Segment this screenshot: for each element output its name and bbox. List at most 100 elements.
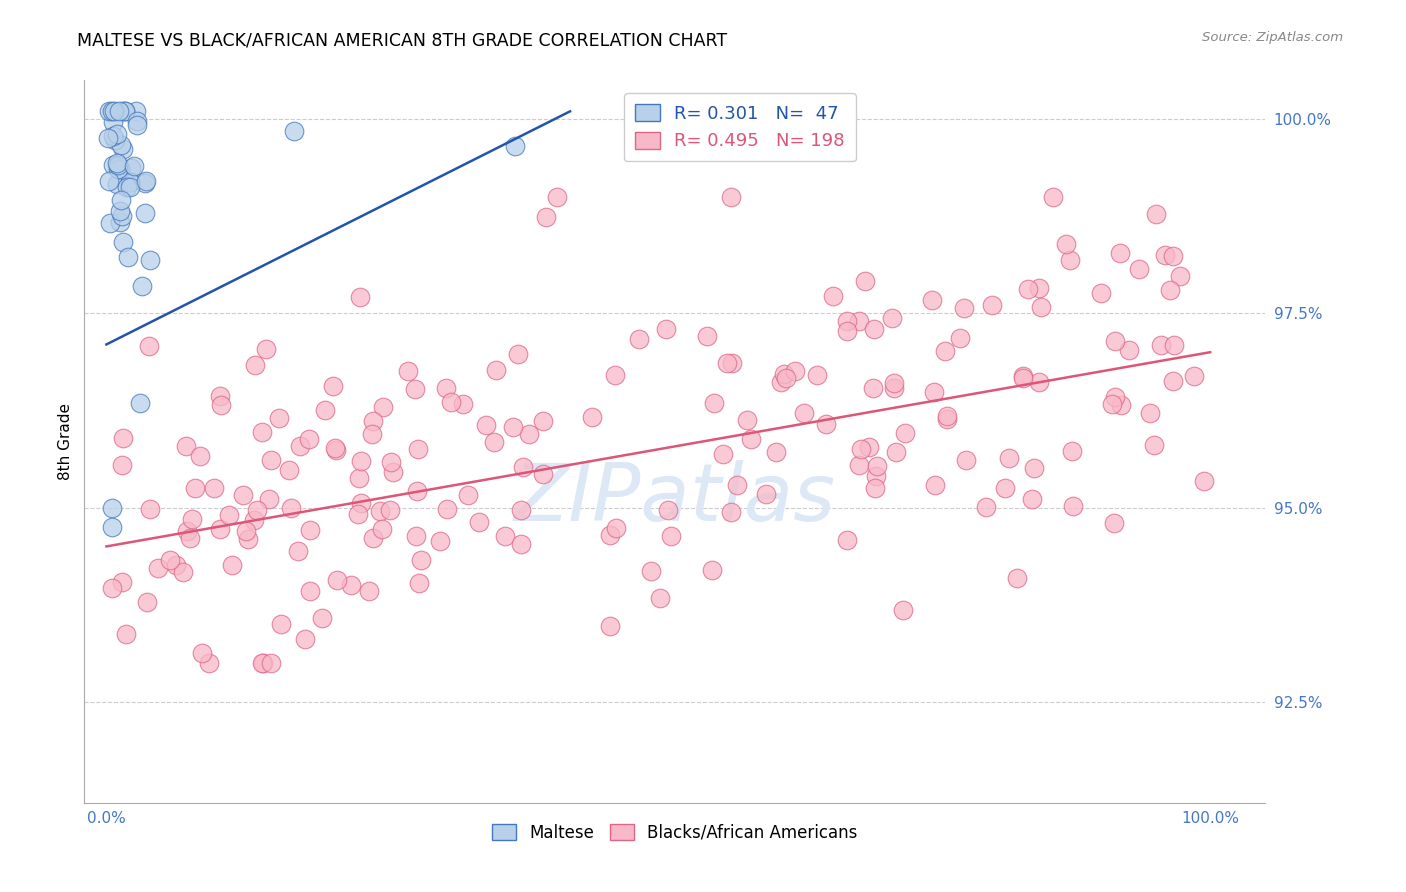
- Point: [101, 128, 124, 143]
- Point: [512, 460, 534, 475]
- Point: [117, 250, 139, 264]
- Point: [1090, 286, 1112, 301]
- Point: [347, 507, 370, 521]
- Point: [1059, 252, 1081, 267]
- Point: [112, 235, 135, 250]
- Point: [139, 253, 162, 268]
- Point: [108, 215, 131, 229]
- Point: [1028, 281, 1050, 295]
- Point: [125, 104, 148, 119]
- Point: [655, 322, 678, 336]
- Point: [980, 298, 1002, 312]
- Point: [974, 500, 997, 515]
- Point: [347, 471, 370, 485]
- Point: [640, 564, 662, 578]
- Point: [865, 469, 887, 483]
- Point: [380, 454, 402, 468]
- Point: [603, 368, 626, 382]
- Point: [1104, 391, 1126, 405]
- Point: [298, 523, 321, 537]
- Point: [134, 205, 156, 219]
- Point: [793, 407, 815, 421]
- Point: [287, 544, 309, 558]
- Point: [139, 502, 162, 516]
- Point: [806, 368, 828, 383]
- Point: [165, 558, 187, 572]
- Point: [862, 380, 884, 394]
- Point: [769, 376, 792, 390]
- Point: [1012, 370, 1035, 384]
- Point: [242, 513, 264, 527]
- Point: [115, 627, 138, 641]
- Point: [1168, 268, 1191, 283]
- Point: [107, 104, 129, 119]
- Point: [411, 553, 433, 567]
- Point: [254, 343, 277, 357]
- Point: [934, 343, 956, 358]
- Point: [495, 529, 517, 543]
- Point: [111, 458, 134, 473]
- Point: [1060, 444, 1083, 458]
- Y-axis label: 8th Grade: 8th Grade: [58, 403, 73, 480]
- Point: [468, 516, 491, 530]
- Point: [599, 619, 621, 633]
- Point: [373, 400, 395, 414]
- Point: [858, 440, 880, 454]
- Point: [1028, 376, 1050, 390]
- Point: [107, 156, 129, 170]
- Point: [180, 512, 202, 526]
- Point: [114, 104, 136, 119]
- Point: [278, 463, 301, 477]
- Point: [883, 381, 905, 395]
- Point: [252, 656, 274, 670]
- Point: [250, 656, 273, 670]
- Point: [922, 384, 945, 399]
- Point: [382, 465, 405, 479]
- Point: [457, 488, 479, 502]
- Point: [716, 356, 738, 370]
- Point: [209, 398, 232, 412]
- Point: [696, 329, 718, 343]
- Point: [235, 524, 257, 538]
- Point: [108, 161, 131, 176]
- Point: [1005, 571, 1028, 585]
- Point: [1139, 406, 1161, 420]
- Point: [128, 395, 150, 409]
- Point: [134, 176, 156, 190]
- Point: [863, 322, 886, 336]
- Point: [209, 522, 232, 536]
- Point: [98, 217, 121, 231]
- Point: [105, 177, 128, 191]
- Point: [894, 426, 917, 441]
- Point: [111, 209, 134, 223]
- Point: [250, 425, 273, 439]
- Point: [100, 104, 122, 119]
- Point: [720, 356, 742, 370]
- Point: [322, 378, 344, 392]
- Point: [936, 411, 959, 425]
- Point: [101, 520, 124, 534]
- Point: [283, 124, 305, 138]
- Point: [821, 289, 844, 303]
- Point: [360, 427, 382, 442]
- Point: [509, 536, 531, 550]
- Point: [1154, 248, 1177, 262]
- Point: [340, 578, 363, 592]
- Point: [323, 441, 346, 455]
- Point: [773, 367, 796, 381]
- Point: [260, 452, 283, 467]
- Point: [893, 603, 915, 617]
- Point: [298, 583, 321, 598]
- Point: [101, 158, 124, 172]
- Point: [246, 502, 269, 516]
- Point: [404, 382, 426, 396]
- Point: [1024, 461, 1046, 475]
- Point: [1109, 398, 1132, 412]
- Point: [1021, 492, 1043, 507]
- Point: [98, 104, 121, 119]
- Point: [1192, 474, 1215, 488]
- Point: [531, 467, 554, 482]
- Point: [110, 138, 132, 153]
- Point: [835, 324, 858, 338]
- Point: [127, 118, 149, 132]
